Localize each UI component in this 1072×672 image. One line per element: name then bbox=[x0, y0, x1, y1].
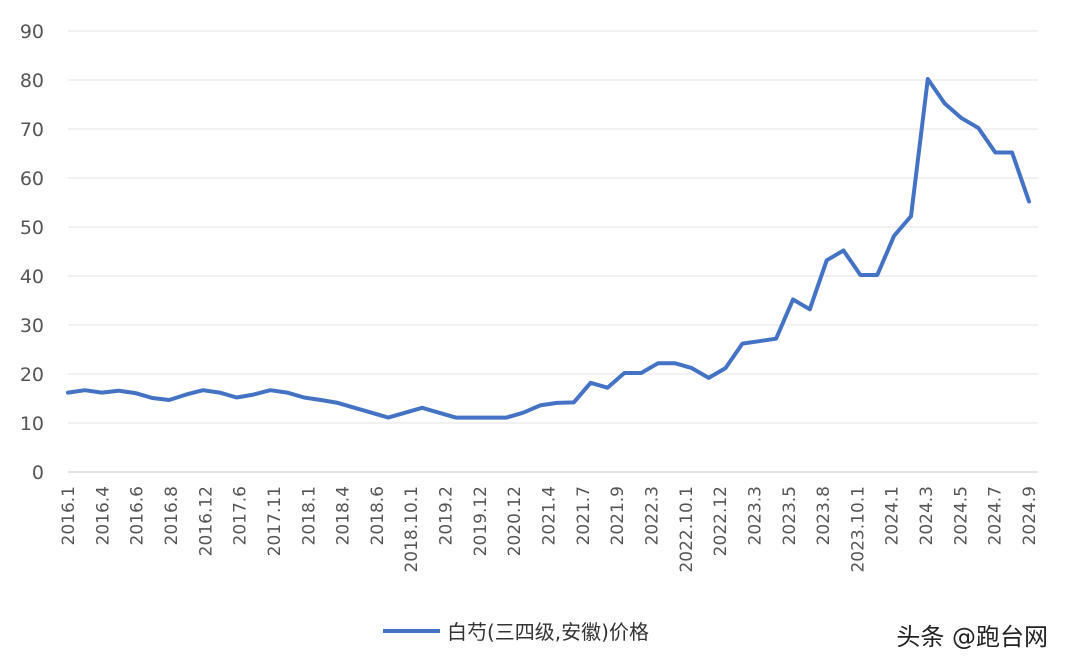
x-axis-ticks: 2016.1 2016.4 2016.6 2016.8 2016.12 2017.6 201… bbox=[59, 486, 1040, 573]
x-tick-label: 2021.4 bbox=[540, 486, 560, 545]
legend-label: 白芍(三四级,安徽)价格 bbox=[447, 620, 649, 644]
legend: 白芍(三四级,安徽)价格 bbox=[383, 620, 649, 644]
x-tick-label: 2021.7 bbox=[574, 486, 594, 545]
x-tick-label: 2016.8 bbox=[162, 486, 182, 545]
x-tick-label: 2024.1 bbox=[883, 486, 903, 545]
x-tick-label: 2024.9 bbox=[1020, 486, 1040, 545]
x-tick-label: 2024.7 bbox=[986, 486, 1006, 545]
x-tick-label: 2019.12 bbox=[471, 486, 491, 556]
y-tick-label: 10 bbox=[20, 413, 44, 435]
x-tick-label: 2016.12 bbox=[196, 486, 216, 556]
x-tick-label: 2017.11 bbox=[265, 486, 285, 556]
x-tick-label: 2024.3 bbox=[917, 486, 937, 545]
x-tick-label: 2016.6 bbox=[128, 486, 148, 545]
x-tick-label: 2017.6 bbox=[231, 486, 251, 545]
y-tick-label: 40 bbox=[20, 266, 44, 288]
x-tick-label: 2023.3 bbox=[745, 486, 765, 545]
x-tick-label: 2018.6 bbox=[368, 486, 388, 545]
x-tick-label: 2016.1 bbox=[59, 486, 79, 545]
x-tick-label: 2018.10.1 bbox=[402, 486, 422, 573]
x-tick-label: 2016.4 bbox=[93, 486, 113, 545]
y-tick-label: 70 bbox=[20, 119, 44, 141]
y-axis-ticks: 0 10 20 30 40 50 60 70 80 90 bbox=[20, 21, 44, 484]
y-tick-label: 0 bbox=[32, 462, 44, 484]
x-tick-label: 2022.3 bbox=[643, 486, 663, 545]
grid-lines bbox=[68, 30, 1038, 473]
x-tick-label: 2021.9 bbox=[608, 486, 628, 545]
x-tick-label: 2022.10.1 bbox=[677, 486, 697, 573]
y-tick-label: 20 bbox=[20, 364, 44, 386]
y-tick-label: 50 bbox=[20, 217, 44, 239]
y-tick-label: 90 bbox=[20, 21, 44, 43]
x-tick-label: 2018.1 bbox=[299, 486, 319, 545]
series-group bbox=[66, 77, 1031, 420]
x-tick-label: 2019.2 bbox=[437, 486, 457, 545]
x-tick-label: 2023.8 bbox=[814, 486, 834, 545]
watermark: 头条 @跑台网 bbox=[896, 623, 1048, 651]
y-tick-label: 80 bbox=[20, 70, 44, 92]
x-tick-label: 2022.12 bbox=[711, 486, 731, 556]
y-tick-label: 30 bbox=[20, 315, 44, 337]
x-tick-label: 2018.4 bbox=[334, 486, 354, 545]
x-tick-label: 2024.5 bbox=[951, 486, 971, 545]
y-tick-label: 60 bbox=[20, 168, 44, 190]
series-line bbox=[66, 77, 1031, 420]
x-tick-label: 2023.5 bbox=[780, 486, 800, 545]
x-tick-label: 2020.12 bbox=[505, 486, 525, 556]
x-tick-label: 2023.10.1 bbox=[848, 486, 868, 573]
